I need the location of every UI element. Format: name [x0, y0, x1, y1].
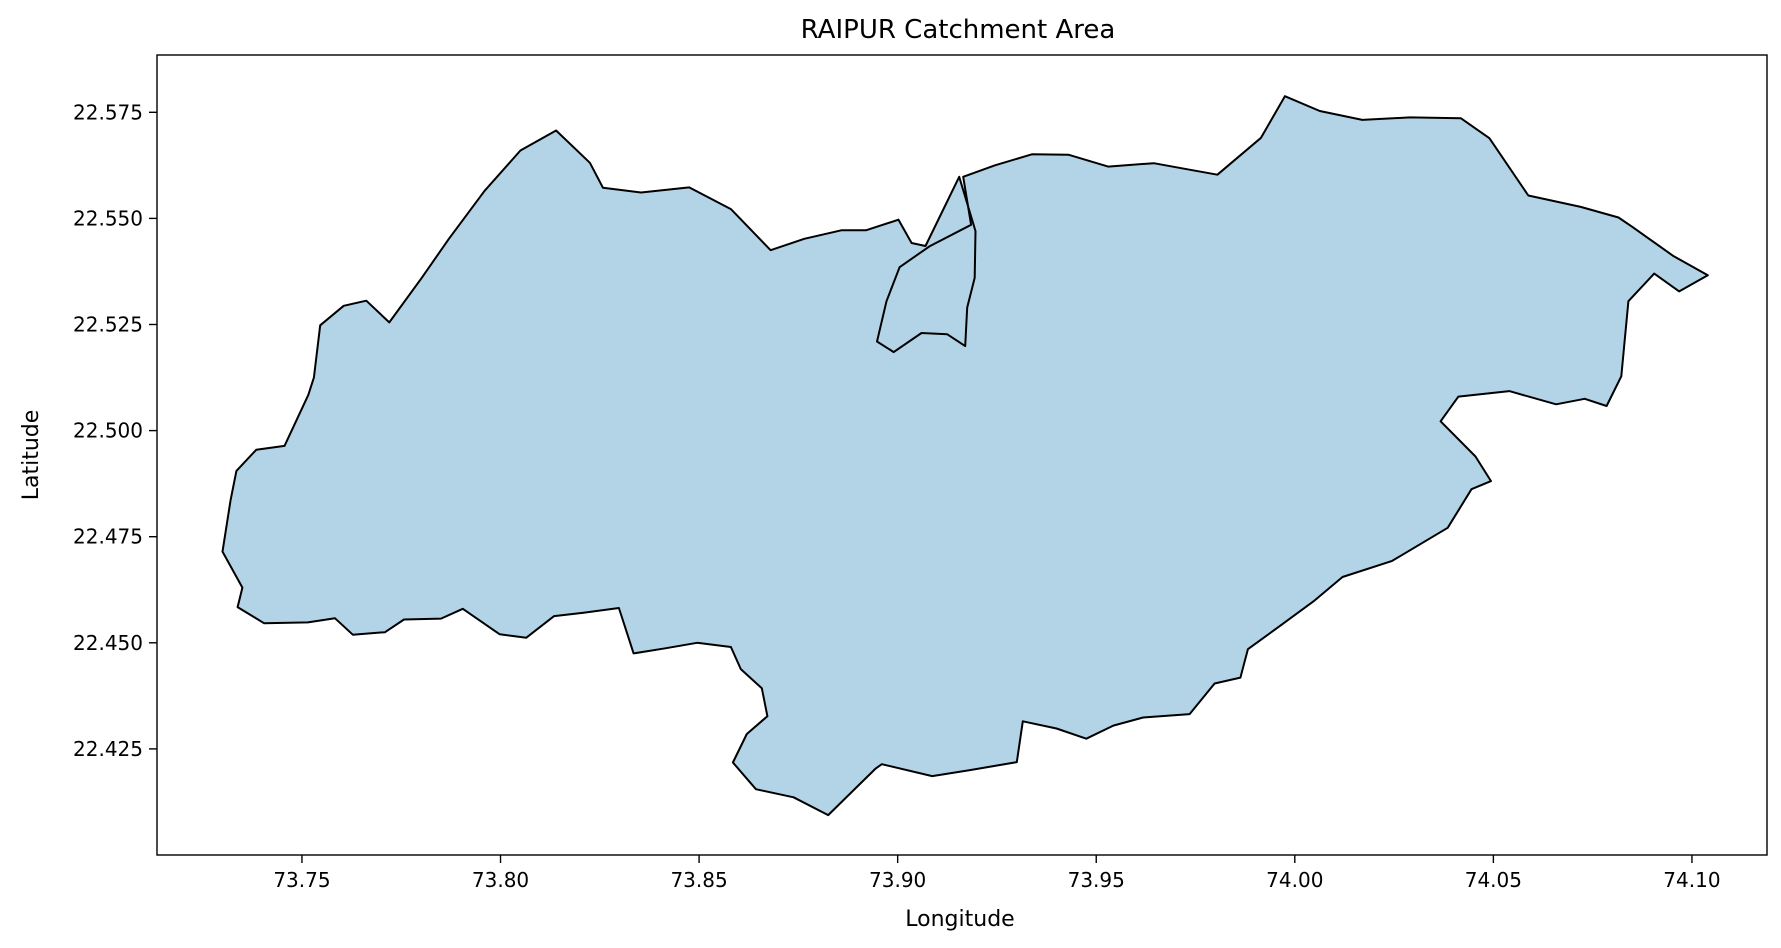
y-tick-label: 22.475 [73, 525, 143, 549]
y-tick-label: 22.525 [73, 312, 143, 336]
x-tick-label: 74.05 [1465, 868, 1522, 892]
axes-frame [156, 54, 1768, 856]
y-tick-label: 22.450 [73, 631, 143, 655]
y-axis: 22.425 22.450 22.475 22.500 22.525 22.550 22.5… [73, 100, 157, 761]
y-tick-label: 22.425 [73, 737, 143, 761]
x-tick-label: 73.95 [1068, 868, 1125, 892]
x-tick-label: 74.00 [1266, 868, 1323, 892]
x-tick-label: 73.75 [273, 868, 330, 892]
x-axis: 73.75 73.80 73.85 73.90 73.95 74.00 74.05 74.10 [273, 855, 1721, 892]
chart-title: RAIPUR Catchment Area [801, 15, 1116, 45]
x-tick-label: 73.90 [869, 868, 926, 892]
y-tick-label: 22.500 [73, 419, 143, 443]
x-tick-label: 74.10 [1663, 868, 1720, 892]
x-tick-label: 73.80 [472, 868, 529, 892]
y-tick-label: 22.550 [73, 206, 143, 230]
x-tick-label: 73.85 [670, 868, 727, 892]
x-axis-label: Longitude [905, 907, 1014, 932]
catchment-polygon [221, 95, 1709, 817]
plot-area [156, 54, 1768, 856]
y-axis-label: Latitude [19, 410, 44, 501]
y-tick-label: 22.575 [73, 100, 143, 124]
